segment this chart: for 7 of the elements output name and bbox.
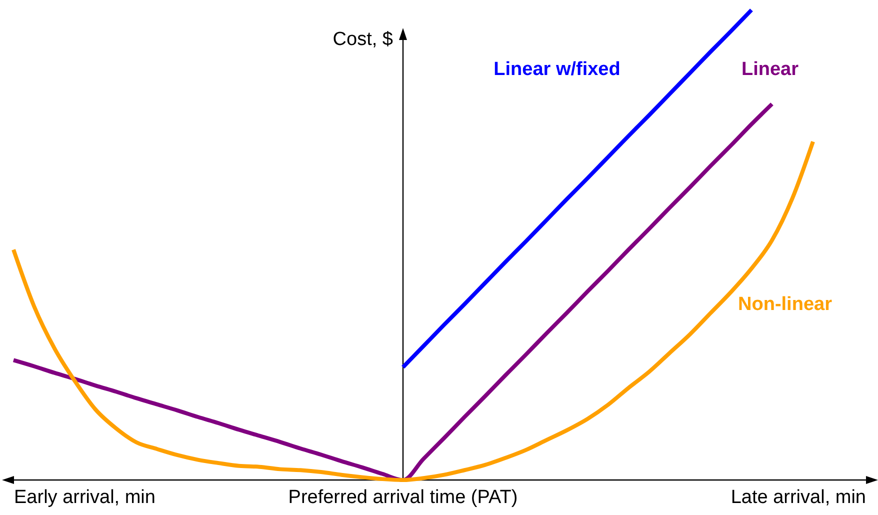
x-axis-title: Preferred arrival time (PAT) [288,487,518,508]
text: Linear w/fixed [494,59,620,80]
text: Early arrival, min [14,487,156,508]
series-label: Linear [741,59,800,80]
series-label: Non-linear [738,294,833,315]
y-axis-title: Cost, $ [332,29,394,50]
text: Late arrival, min [730,487,866,508]
